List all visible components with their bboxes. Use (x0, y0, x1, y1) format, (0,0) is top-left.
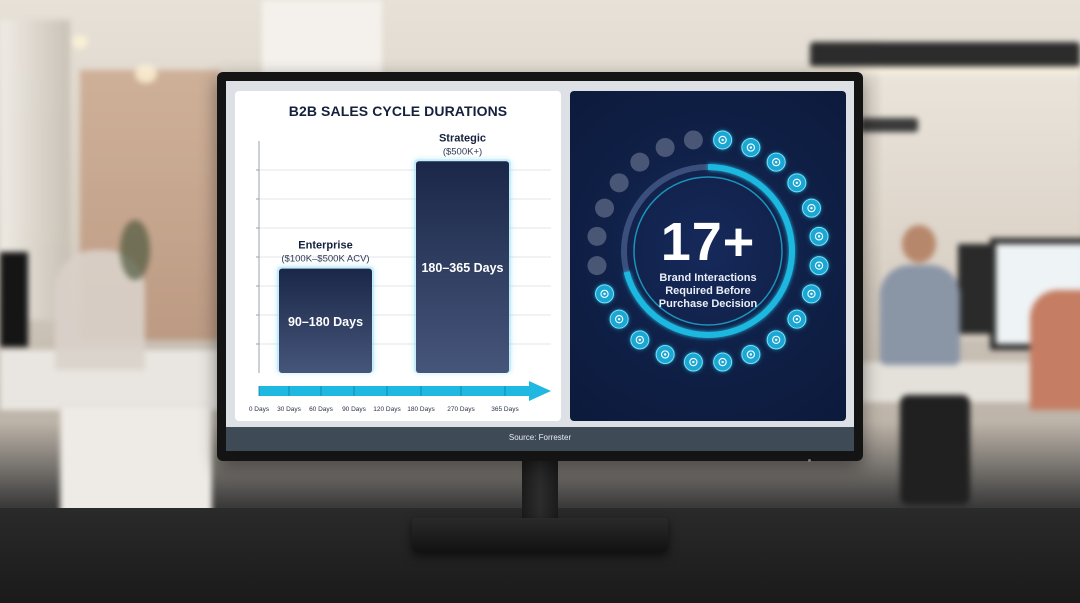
x-tick-label: 60 Days (309, 406, 334, 413)
monitor-stand (522, 459, 558, 525)
bar-value-label: 90–180 Days (288, 315, 363, 329)
x-tick-label: 120 Days (373, 406, 401, 413)
sales-cycle-chart: 90–180 Days Enterprise ($100K–$500K ACV) 18… (249, 132, 551, 413)
inactive-dot (655, 138, 675, 158)
inactive-dot (587, 256, 607, 276)
inactive-dot (609, 173, 629, 193)
timeline-arrow-shaft (259, 386, 531, 396)
interaction-ring (587, 129, 830, 373)
inactive-dot (630, 152, 650, 172)
like-icon (594, 283, 616, 305)
monitor-base (412, 518, 668, 552)
search-icon (654, 343, 676, 365)
screen-icon (808, 225, 830, 247)
bulb-icon (629, 329, 651, 351)
star-icon (740, 343, 762, 365)
inactive-dot (595, 198, 615, 218)
monitor-screen: 90–180 Days Enterprise ($100K–$500K ACV) 18… (226, 81, 854, 451)
chat-icon (740, 137, 762, 159)
tag-icon (682, 351, 704, 373)
document-icon (786, 172, 808, 194)
bar-value-label: 180–365 Days (421, 261, 503, 275)
person-icon (712, 129, 734, 151)
source-text: Source: Forrester (508, 433, 572, 442)
timeline-arrow-head (529, 381, 551, 401)
inner-ring (633, 176, 783, 326)
ring-progress (623, 164, 795, 338)
stat-label: Brand Interactions Required Before Purch… (570, 272, 846, 311)
monitor-icon (712, 351, 734, 373)
bar-subtitle: ($500K+) (443, 146, 482, 157)
bar-enterprise: 90–180 Days Enterprise ($100K–$500K ACV) (277, 240, 374, 373)
x-tick-label: 180 Days (407, 406, 435, 413)
stat-label-line: Purchase Decision (658, 298, 758, 310)
handshake-icon (800, 197, 822, 219)
monitor: 90–180 Days Enterprise ($100K–$500K ACV) 18… (217, 72, 863, 461)
stat-label-line: Brand Interactions (659, 272, 757, 284)
inactive-dot (587, 226, 607, 246)
x-tick-label: 30 Days (277, 406, 302, 413)
inactive-dot (683, 130, 703, 150)
mail-icon (765, 151, 787, 173)
globe-icon (800, 283, 822, 305)
source-bar: Source: Forrester (226, 427, 854, 451)
bar-category-label: Strategic (439, 132, 486, 144)
interactions-stat-panel: 17+ Brand Interactions Required Before P… (570, 91, 846, 421)
x-tick-label: 90 Days (342, 406, 367, 413)
bar-category-label: Enterprise (298, 240, 352, 252)
stat-label-line: Required Before (665, 285, 751, 297)
x-tick-label: 0 Days (249, 406, 270, 413)
phone-icon (765, 329, 787, 351)
sales-cycle-chart-panel: 90–180 Days Enterprise ($100K–$500K ACV) 18… (235, 91, 561, 421)
x-tick-label: 270 Days (447, 406, 475, 413)
x-tick-label: 365 Days (491, 406, 519, 413)
bar-subtitle: ($100K–$500K ACV) (281, 254, 369, 265)
stat-value: 17+ (660, 212, 756, 272)
bar-strategic: 180–365 Days Strategic ($500K+) (414, 132, 511, 373)
bar (279, 268, 372, 373)
power-indicator (808, 459, 811, 462)
calendar-icon (608, 308, 630, 330)
chart-title: B2B SALES CYCLE DURATIONS (288, 103, 508, 119)
bar (416, 161, 509, 373)
ear-icon (786, 308, 808, 330)
network-icon (808, 255, 830, 277)
